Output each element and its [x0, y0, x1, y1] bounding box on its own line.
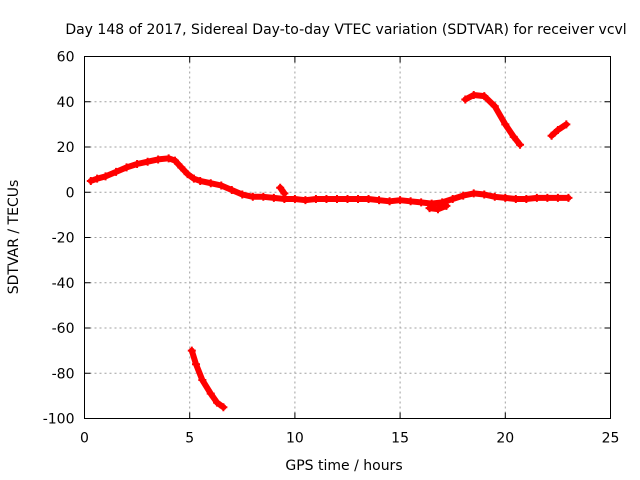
x-axis-label: GPS time / hours [285, 458, 402, 474]
data-point [311, 195, 320, 204]
data-point [433, 205, 442, 214]
data-point [189, 174, 198, 183]
y-tick-label: -100 [43, 412, 75, 428]
data-point [417, 198, 426, 207]
data-point [301, 196, 310, 205]
data-point [206, 179, 215, 188]
data-point [133, 159, 142, 168]
data-point [480, 190, 489, 199]
data-point [509, 132, 518, 141]
data-point [511, 195, 520, 204]
data-point [459, 191, 468, 200]
series-main-arc [86, 154, 573, 208]
data-point [425, 204, 434, 213]
data-point [364, 195, 373, 204]
data-point [543, 193, 552, 202]
series-late-rise [547, 120, 571, 140]
data-point [532, 193, 541, 202]
x-tick-label: 0 [80, 431, 89, 447]
series-dip-16h [425, 201, 451, 214]
data-point [198, 376, 207, 385]
x-tick-label: 15 [391, 431, 409, 447]
data-point [112, 167, 121, 176]
data-point [290, 195, 299, 204]
data-point [122, 163, 131, 172]
data-point [354, 195, 363, 204]
data-point [442, 201, 451, 210]
data-point [187, 346, 196, 355]
data-point [93, 174, 102, 183]
data-point [219, 403, 228, 412]
x-tick-label: 25 [602, 431, 620, 447]
data-point [177, 163, 186, 172]
data-point [213, 398, 222, 407]
data-point [469, 189, 478, 198]
x-tick-label: 10 [286, 431, 304, 447]
data-point [375, 196, 384, 205]
data-point [522, 195, 531, 204]
data-point [501, 193, 510, 202]
x-tick-label: 5 [185, 431, 194, 447]
y-axis-label: SDTVAR / TECUs [6, 180, 22, 295]
data-point [448, 195, 457, 204]
y-tick-label: -60 [52, 321, 75, 337]
y-tick-label: -40 [52, 276, 75, 292]
series-high-arc [461, 90, 525, 149]
data-point [501, 120, 510, 129]
data-point [280, 189, 289, 198]
y-tick-label: 60 [57, 50, 75, 66]
y-tick-label: 0 [66, 185, 75, 201]
data-point [101, 172, 110, 181]
data-point [396, 196, 405, 205]
y-tick-label: 40 [57, 95, 75, 111]
data-point [154, 155, 163, 164]
data-point [269, 193, 278, 202]
data-point [461, 95, 470, 104]
data-point [322, 195, 331, 204]
data-point [276, 183, 285, 192]
x-tick-label: 20 [496, 431, 514, 447]
data-point [217, 181, 226, 190]
data-point [259, 192, 268, 201]
data-point [516, 140, 525, 149]
grid-layer [84, 56, 611, 419]
data-point [192, 360, 201, 369]
data-point [490, 192, 499, 201]
series-low-drop [187, 346, 228, 412]
data-point [562, 120, 571, 129]
data-point [143, 157, 152, 166]
y-tick-label: 20 [57, 140, 75, 156]
data-point [480, 92, 489, 101]
data-point [183, 170, 192, 179]
data-point [406, 197, 415, 206]
y-tick-label: -80 [52, 366, 75, 382]
data-point [469, 90, 478, 99]
data-point [553, 126, 562, 135]
data-point [196, 176, 205, 185]
data-point [490, 102, 499, 111]
data-point [343, 195, 352, 204]
data-point [248, 192, 257, 201]
data-point [86, 176, 95, 185]
data-point [227, 185, 236, 194]
series-spike-9h [276, 183, 289, 198]
data-point [385, 197, 394, 206]
data-point [164, 154, 173, 163]
data-point [332, 195, 341, 204]
data-point [553, 193, 562, 202]
data-point [238, 190, 247, 199]
chart-title: Day 148 of 2017, Sidereal Day-to-day VTE… [65, 22, 626, 38]
data-point [170, 156, 179, 165]
data-point [547, 131, 556, 140]
y-tick-label: -20 [52, 231, 75, 247]
data-point [564, 193, 573, 202]
series-layer [86, 90, 573, 412]
data-point [206, 389, 215, 398]
tick-layer: 0 5 10 15 20 25 -100 -80 -60 -40 -20 0 20 40 60 [43, 50, 620, 447]
